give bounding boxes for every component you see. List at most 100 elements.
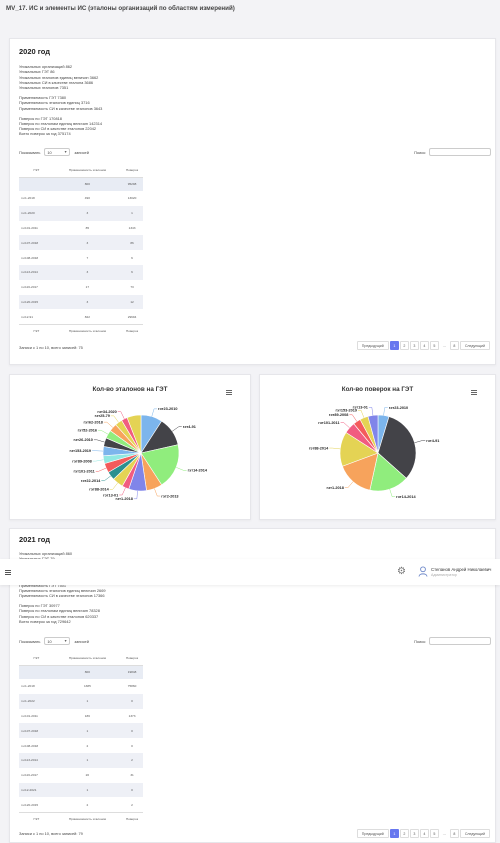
chart-menu-icon[interactable] [471,390,477,395]
table-cell: гэт120-2015 [19,294,54,310]
page-length-select[interactable]: 10 ▼ [44,637,71,645]
filter-cell[interactable] [19,177,54,191]
pie-label: гэт4-91 [183,425,196,429]
next-page-button[interactable]: Следующий [459,829,490,838]
pie-connector [95,467,107,472]
table-cell: 2 [121,752,143,768]
stat-line: Уникальных эталонов 7351 [19,85,69,91]
gear-icon[interactable]: ⚙ [397,566,406,577]
pie-slice[interactable] [377,416,417,479]
footer-header: ГЭТ [19,811,54,826]
table-cell: 1 [53,752,122,768]
page-button[interactable]: 8 [449,829,459,838]
page-button[interactable]: 5 [429,341,439,350]
stat-line: Уникальных СИ в качестве эталона 3686 [19,79,94,85]
pie-label: гэт88-2014 [309,446,329,450]
table-row: гэт1-2018 1385 75860 [19,679,143,694]
table-cell: гэт12-2021 [19,782,54,798]
table-cell: гэт107-2018 [19,723,54,739]
pie-connector [117,411,125,419]
pie-label: гэт101-2011 [318,421,339,425]
chart-title: Кол-во эталонов на ГЭТ [92,386,168,393]
menu-icon[interactable] [5,570,11,575]
page-button[interactable]: 1 [389,829,399,838]
next-page-button[interactable]: Следующий [459,341,490,350]
page-button[interactable]: 4 [419,829,429,838]
pie-connector [357,410,365,418]
pie-slice[interactable] [140,444,180,486]
table-row: гэт120-2015 2 2 [19,797,143,812]
page-length-select[interactable]: 10 ▼ [44,148,71,156]
table-cell: 2 [86,743,89,748]
table-cell: 75860 [127,684,137,689]
pie-connector [119,487,126,496]
table-row: гэт1-2018 490 13020 [19,191,143,206]
column-header-get[interactable]: ГЭТ [19,651,54,666]
table-cell: гэт1-2018 [21,196,35,201]
column-header-verifications[interactable]: Поверок [121,651,143,666]
stat-line: Всего поверок за год 729642 [19,618,71,624]
pie-connector [340,422,350,428]
filter-cell[interactable] [19,665,54,679]
prev-page-button[interactable]: Предыдущий [356,829,389,838]
year-title: 2021 год [19,535,51,544]
table-cell: гэт1-2018 [21,684,35,689]
table-cell: гэт113-2014 [19,752,54,768]
page-button[interactable]: 8 [449,341,459,350]
table-cell: 31 [130,773,134,778]
page-button[interactable]: 5 [429,829,439,838]
stat-line: Применяемость эталонов единиц 3716 [19,100,90,106]
page-button[interactable]: 2 [399,341,409,350]
column-header-verifications[interactable]: Поверок [121,163,143,178]
stat-line: Поверок по СИ в качестве эталонов 620337 [19,613,99,619]
page-length-value: 10 [47,149,52,155]
filter-cell[interactable]: 19848 [121,665,143,679]
stat-line: Уникальных ГЭТ 79 [19,556,106,561]
table-cell: 3 [53,205,122,221]
table-cell: 186 [84,713,90,718]
pie-connector [151,408,158,417]
page-button[interactable]: 1 [389,341,399,350]
filter-cell[interactable]: 800 [53,177,122,191]
avatar[interactable] [418,566,428,577]
prev-page-button[interactable]: Предыдущий [356,341,389,350]
stat-line: Уникальных организаций 860 [19,551,73,556]
stat-line: Применяемость эталонов единиц величин 26… [19,587,106,593]
page-button[interactable]: 3 [409,341,419,350]
footer-header: Поверок [121,811,143,826]
search-input[interactable] [429,637,491,645]
search-input[interactable] [429,148,491,156]
page-button[interactable]: 3 [409,829,419,838]
table-cell: 29694 [127,314,137,319]
stat-line: Поверок по СИ в качестве эталонов 22042 [19,126,97,132]
pie-slice[interactable] [126,414,142,454]
table-row: гэт107-2018 3 86 [19,235,143,251]
page-button[interactable]: 4 [419,341,429,350]
filter-cell[interactable]: 800 [53,665,122,679]
table-cell: 822 [84,314,90,319]
pie-label: гэт13-01 [103,493,118,497]
table-row: гэт116-2017 17 73 [19,280,143,295]
table-cell: гэт120-2015 [21,802,39,807]
chart-menu-icon[interactable] [226,390,232,395]
column-header-usage[interactable]: Применяемость эталонов [53,163,122,178]
column-header-usage[interactable]: Применяемость эталонов [53,651,122,666]
table-cell: 12 [121,294,143,310]
user-name[interactable]: Степанов Андрей Николаевич [431,567,492,572]
pie-connector [389,489,396,498]
column-header-get[interactable]: ГЭТ [19,163,54,178]
entries-label: записей [74,149,89,155]
table-cell: гэт101-2011 [21,225,38,230]
page-ellipsis: … [442,831,447,836]
footer-header: ГЭТ [19,323,54,338]
page-button[interactable]: 2 [399,829,409,838]
table-cell: гэт108-2018 [21,743,39,748]
table-cell: гэт116-2017 [21,285,38,290]
filter-row: 800 19848 [19,665,143,679]
pie-label: гэт1-2018 [327,486,344,490]
table-cell: 2 [86,802,89,807]
pie-label: гэт13-01 [353,406,368,410]
pie-label: гэт25-79 [95,414,110,418]
pie-label: гэт153-2019 [335,409,357,413]
filter-cell[interactable]: 95298 [121,177,143,191]
